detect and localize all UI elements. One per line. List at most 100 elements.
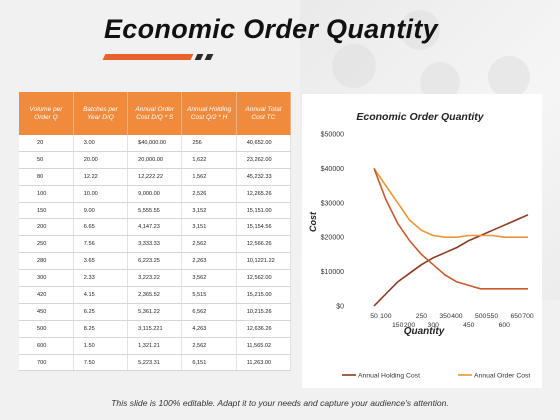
- chart-title: Economic Order Quantity: [356, 111, 484, 123]
- table-cell: 1,321.21: [127, 337, 183, 355]
- table-row: 500 8.25 3,115.221 4,263 12,636.26: [19, 320, 292, 338]
- table-row: 100 10.00 9,000.00 2,526 12,265.26: [19, 185, 292, 203]
- x-tick-label: 700: [522, 313, 534, 320]
- table-row: 700 7.50 5,223.31 6,151 11,263.00: [19, 354, 292, 372]
- table-cell: 9,000.00: [127, 185, 183, 203]
- series-line: [373, 214, 529, 307]
- table-cell: 250: [19, 235, 74, 254]
- x-tick-label: 350: [439, 313, 451, 320]
- table-cell: 23,262.00: [236, 151, 292, 169]
- table-cell: 3,333.33: [127, 235, 183, 254]
- table-cell: 15,151.00: [236, 202, 292, 220]
- table-cell: 45,232.33: [236, 168, 292, 186]
- y-tick-label: $50000: [321, 132, 344, 139]
- table-cell: 2,562: [181, 235, 237, 254]
- footer-note: This slide is 100% editable. Adapt it to…: [111, 398, 449, 408]
- table-cell: 4,263: [181, 320, 237, 338]
- y-tick-label: $20000: [321, 235, 344, 242]
- background-key: [400, 10, 440, 50]
- title-underline-long: [102, 54, 194, 60]
- column-header: Annual Total Cost TC: [236, 92, 292, 135]
- table-cell: 80: [19, 168, 74, 186]
- table-cell: 420: [19, 286, 74, 304]
- x-tick-label: 650: [510, 313, 522, 320]
- table-cell: 2,263: [181, 252, 237, 271]
- series-line: [373, 168, 528, 290]
- table-cell: 1,562: [181, 168, 237, 186]
- table-cell: 8.25: [73, 320, 129, 338]
- table-cell: 3.65: [73, 252, 129, 271]
- table-cell: 6,562: [181, 303, 237, 321]
- title-underline-short-2: [204, 54, 214, 60]
- table-row: 450 6.25 5,361.22 6,562 10,215.26: [19, 303, 292, 321]
- table-cell: 600: [19, 337, 74, 355]
- series-line: [373, 167, 528, 238]
- table-cell: 3,151: [181, 218, 237, 237]
- table-cell: 280: [19, 252, 74, 271]
- table-row: 150 9.00 5,555.55 3,152 15,151.00: [19, 202, 292, 220]
- x-tick-label: 50: [370, 313, 378, 320]
- table-cell: 9.00: [73, 202, 129, 220]
- table-cell: 6.25: [73, 303, 129, 321]
- table-cell: 12,265.26: [236, 185, 292, 203]
- table-cell: 40,652.00: [236, 135, 292, 152]
- slide-title: Economic Order Quantity: [104, 14, 438, 44]
- table-cell: 12.22: [73, 168, 129, 186]
- table-cell: 450: [19, 303, 74, 321]
- x-tick-label: 250: [416, 313, 428, 320]
- table-row: 20 3.00 $40,000.00 256 40,652.00: [19, 135, 292, 152]
- table-row: 50 20.00 20,000.00 1,622 23,262.00: [19, 151, 292, 169]
- table-cell: 700: [19, 354, 74, 372]
- x-tick-label: 550: [487, 313, 499, 320]
- eoq-line-chart: Economic Order Quantity Cost Quantity $0…: [308, 111, 534, 380]
- eoq-table: Volume per Order Q Batches per Year D/Q …: [19, 92, 292, 372]
- table-cell: 1.50: [73, 337, 129, 355]
- table-cell: 7.50: [73, 354, 129, 372]
- table-cell: 2,526: [181, 185, 237, 203]
- table-row: 420 4.15 2,365.52 5,515 15,215.00: [19, 286, 292, 304]
- eoq-table-panel: Volume per Order Q Batches per Year D/Q …: [19, 92, 292, 372]
- table-cell: 12,566.26: [236, 235, 292, 254]
- background-key: [488, 56, 530, 98]
- table-cell: 5,515: [181, 286, 237, 304]
- table-cell: 10.00: [73, 185, 129, 203]
- legend-label: Annual Order Cost: [474, 373, 530, 380]
- x-tick-label: 100: [380, 313, 392, 320]
- x-tick-label: 500: [475, 313, 487, 320]
- table-cell: 5,223.31: [127, 354, 183, 372]
- table-cell: 20.00: [73, 151, 129, 169]
- table-cell: 20,000.00: [127, 151, 183, 169]
- table-cell: 300: [19, 269, 74, 288]
- table-row: 80 12.22 12,222.22 1,562 45,232.33: [19, 168, 292, 186]
- background-key: [332, 44, 376, 88]
- table-cell: 4,147.23: [127, 218, 183, 237]
- table-row: 250 7.56 3,333.33 2,562 12,566.26: [19, 235, 292, 254]
- table-cell: 6.65: [73, 218, 129, 237]
- table-cell: 12,636.26: [236, 320, 292, 338]
- y-tick-label: $40000: [321, 166, 344, 173]
- table-cell: 11,263.00: [236, 354, 292, 372]
- table-row: 300 2.33 3,223.22 3,562 12,562.00: [19, 269, 292, 288]
- table-cell: 500: [19, 320, 74, 338]
- table-cell: 11,565.02: [236, 337, 292, 355]
- x-tick-label: 150: [392, 322, 404, 329]
- table-cell: 10,215.26: [236, 303, 292, 321]
- x-tick-label: 400: [451, 313, 463, 320]
- column-header: Annual Holding Cost Q/2 * H: [181, 92, 237, 135]
- table-body: 20 3.00 $40,000.00 256 40,652.00 50 20.00 20,00…: [19, 135, 292, 372]
- table-cell: 6,223.25: [127, 252, 183, 271]
- table-cell: 1,622: [181, 151, 237, 169]
- y-tick-label: $10000: [321, 269, 344, 276]
- table-row: 280 3.65 6,223.25 2,263 10,1221.22: [19, 252, 292, 271]
- table-cell: 12,222.22: [127, 168, 183, 186]
- table-cell: 7.56: [73, 235, 129, 254]
- table-cell: 15,154.56: [236, 218, 292, 237]
- table-cell: 6,151: [181, 354, 237, 372]
- table-cell: 100: [19, 185, 74, 203]
- column-header: Annual Order Cost D/Q * S: [127, 92, 183, 135]
- x-tick-label: 200: [404, 322, 416, 329]
- table-row: 200 6.65 4,147.23 3,151 15,154.56: [19, 218, 292, 237]
- table-cell: 2,365.52: [127, 286, 183, 304]
- table-cell: 4.15: [73, 286, 129, 304]
- y-axis-label: Cost: [308, 211, 318, 232]
